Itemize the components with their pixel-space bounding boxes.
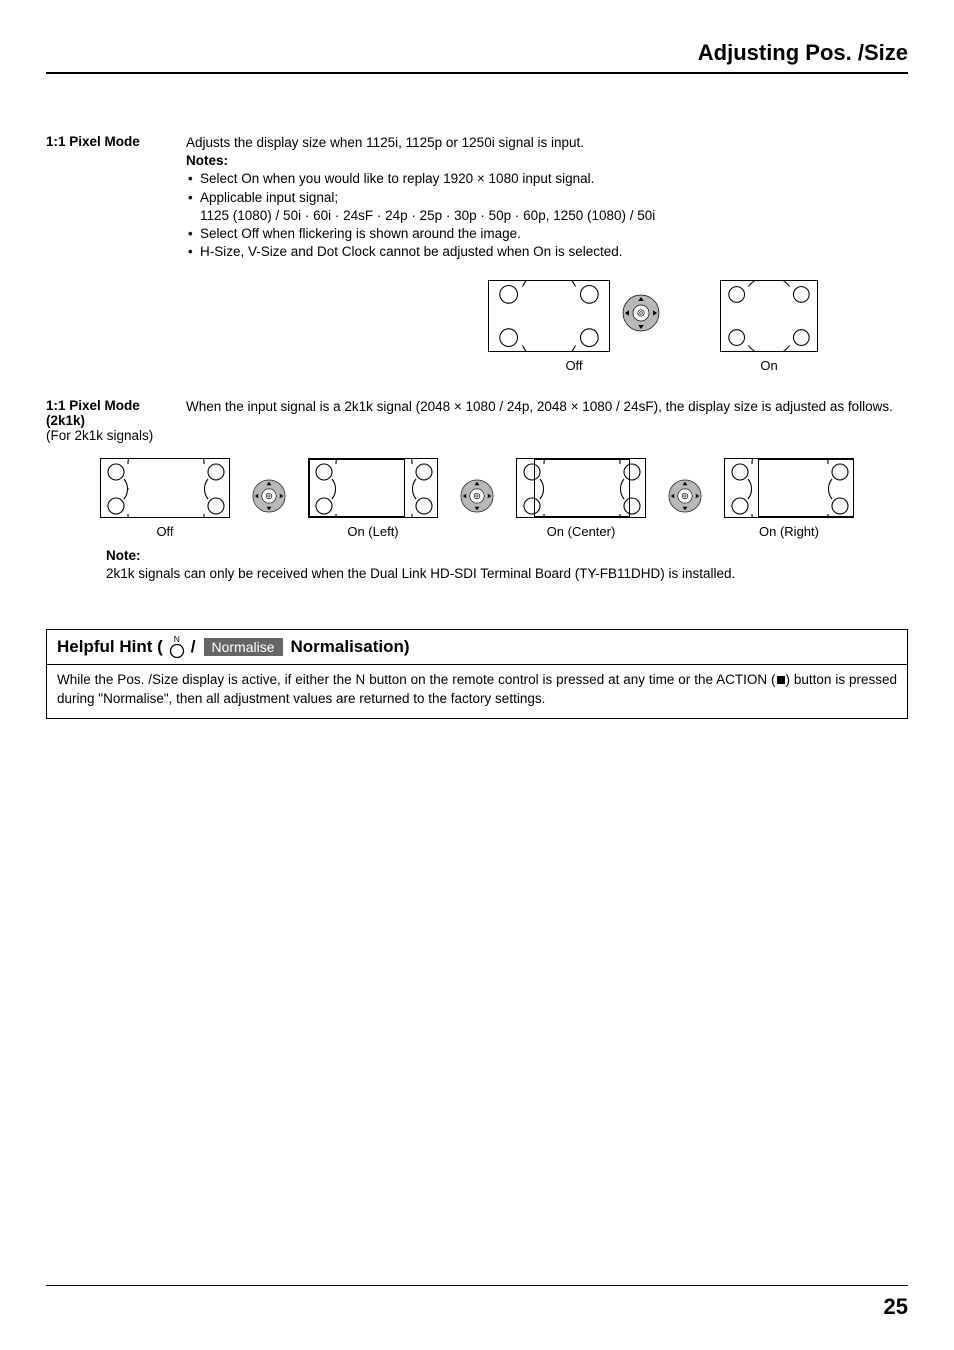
diagram-on-caption: On: [760, 358, 777, 373]
page-number: 25: [884, 1294, 908, 1320]
bullet-item: Applicable input signal;: [186, 189, 908, 207]
bullet-item: 1125 (1080) / 50i · 60i · 24sF · 24p · 2…: [186, 207, 908, 225]
note-body: 2k1k signals can only be received when t…: [106, 566, 735, 581]
diagram-off: Off: [488, 280, 660, 373]
diagram-2k-caption: Off: [156, 524, 173, 539]
section-1-notes-label: Notes:: [186, 152, 908, 170]
section-2-label-line2: (2k1k): [46, 413, 85, 428]
section-2-label-line1: 1:1 Pixel Mode: [46, 398, 140, 413]
section-1-bullets: Select On when you would like to replay …: [186, 170, 908, 261]
diagram-2k-caption: On (Center): [547, 524, 616, 539]
n-button-icon: N: [169, 635, 185, 660]
diagram-2k-right: On (Right): [724, 458, 854, 539]
bullet-item: Select Off when flickering is shown arou…: [186, 225, 908, 243]
hint-title-pre: Helpful Hint (: [57, 637, 163, 657]
diagram-2k-off: Off: [100, 458, 230, 539]
screen-on: [720, 280, 818, 352]
section-2-body: When the input signal is a 2k1k signal (…: [186, 398, 908, 443]
action-button-icon: [777, 676, 785, 684]
direction-knob-icon: [622, 294, 660, 337]
section-2-note: Note: 2k1k signals can only be received …: [106, 547, 908, 583]
direction-knob-icon: [252, 479, 286, 518]
note-label: Note:: [106, 548, 141, 563]
diagram-pair-1: Off On: [46, 280, 818, 373]
hint-body: While the Pos. /Size display is active, …: [47, 665, 907, 717]
diagram-2k-left: On (Left): [308, 458, 438, 539]
hint-title: Helpful Hint ( N / Normalise Normalisati…: [47, 630, 907, 666]
section-2-label-line3: (For 2k1k signals): [46, 428, 153, 443]
circles-wide-icon: [101, 459, 230, 518]
diagram-2k-caption: On (Right): [759, 524, 819, 539]
section-1-label: 1:1 Pixel Mode: [46, 134, 186, 262]
diagram-off-caption: Off: [565, 358, 582, 373]
normalise-badge: Normalise: [204, 638, 283, 656]
diagram-row-2k: Off: [46, 458, 908, 539]
hint-title-post: Normalisation): [291, 637, 410, 657]
direction-knob-icon: [460, 479, 494, 518]
circles-pattern-icon: [489, 280, 609, 352]
page-header: Adjusting Pos. /Size: [46, 40, 908, 74]
footer-rule: [46, 1285, 908, 1286]
screen-off: [488, 280, 610, 352]
hint-body-pre: While the Pos. /Size display is active, …: [57, 672, 776, 687]
bullet-item: Select On when you would like to replay …: [186, 170, 908, 188]
diagram-2k-caption: On (Left): [347, 524, 398, 539]
section-2: 1:1 Pixel Mode (2k1k) (For 2k1k signals)…: [46, 398, 908, 443]
diagram-on: On: [720, 280, 818, 373]
diagram-2k-center: On (Center): [516, 458, 646, 539]
direction-knob-icon: [668, 479, 702, 518]
circles-pattern-icon: [721, 280, 817, 352]
bullet-item: H-Size, V-Size and Dot Clock cannot be a…: [186, 243, 908, 261]
section-2-label: 1:1 Pixel Mode (2k1k) (For 2k1k signals): [46, 398, 186, 443]
section-1-body: Adjusts the display size when 1125i, 112…: [186, 134, 908, 262]
section-1: 1:1 Pixel Mode Adjusts the display size …: [46, 134, 908, 262]
hint-slash: /: [191, 637, 196, 657]
helpful-hint-box: Helpful Hint ( N / Normalise Normalisati…: [46, 629, 908, 719]
section-1-intro: Adjusts the display size when 1125i, 112…: [186, 134, 908, 152]
